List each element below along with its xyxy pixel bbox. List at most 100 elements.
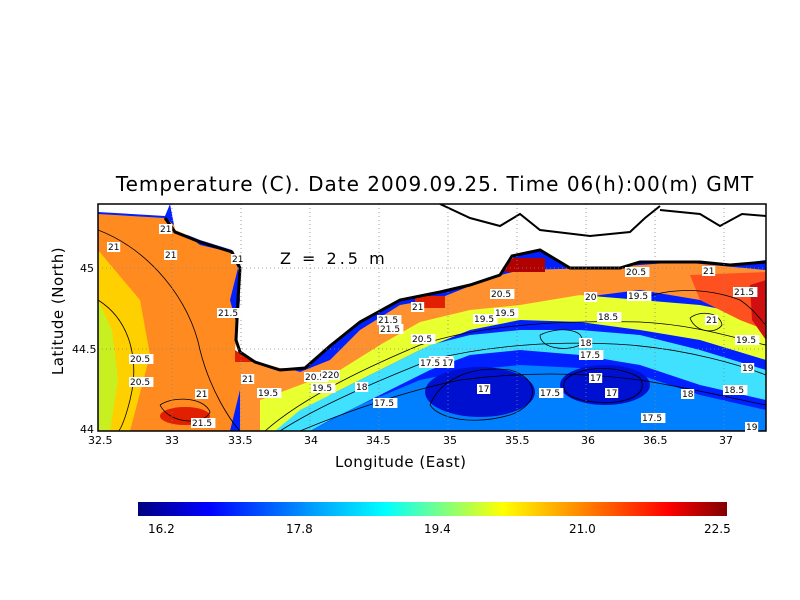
contour-label: 20.5 xyxy=(412,335,432,345)
contour-label-bg xyxy=(241,374,255,384)
coastline-north xyxy=(439,204,661,238)
contour-label-bg xyxy=(164,250,178,260)
y-tick: 44 xyxy=(80,423,94,436)
colorbar xyxy=(138,502,727,516)
contour-label: 19 xyxy=(746,423,758,433)
plot-frame xyxy=(97,203,767,432)
x-tick: 35.5 xyxy=(505,434,530,447)
contour-label-bg xyxy=(231,254,245,264)
northwest-land xyxy=(98,204,170,216)
contour-label-bg xyxy=(159,224,173,234)
x-axis-label: Longitude (East) xyxy=(335,453,467,471)
contour-label: 19.5 xyxy=(258,389,278,399)
contour-label-bg xyxy=(321,370,340,380)
y-axis-label: Latitude (North) xyxy=(49,246,67,376)
x-tick: 37 xyxy=(719,434,733,447)
y-tick: 45 xyxy=(80,262,94,275)
x-tick: 33 xyxy=(165,434,179,447)
contour-label: 17.5 xyxy=(420,359,440,369)
chart-title: Temperature (C). Date 2009.09.25. Time 0… xyxy=(115,172,755,196)
contour-label-bg xyxy=(257,388,282,398)
contour-label: 17 xyxy=(606,389,617,399)
contour-label: 19.5 xyxy=(495,309,515,319)
contour-label: 21 xyxy=(108,243,119,253)
contour-label-bg xyxy=(584,292,598,302)
contour-label-bg xyxy=(217,308,242,318)
contour-label-bg xyxy=(355,382,369,392)
contour-label-bg xyxy=(627,291,652,301)
contour-label-bg xyxy=(195,389,209,399)
green-west-band xyxy=(98,300,118,431)
contour-label-bg xyxy=(191,418,216,428)
contour-label-bg xyxy=(304,372,329,382)
contour-label-bg xyxy=(373,398,398,408)
contour-label: 20.5 xyxy=(130,378,150,388)
contour-label: 17.5 xyxy=(580,351,600,361)
contour-label: 17.5 xyxy=(540,389,560,399)
contour-label: 20 xyxy=(585,293,597,303)
contour-label-bg xyxy=(494,308,519,318)
contour-label-bg xyxy=(490,289,515,299)
x-tick: 34.5 xyxy=(366,434,391,447)
x-tick: 32.5 xyxy=(88,434,113,447)
contour-label-bg xyxy=(745,422,759,432)
contour-label: 17 xyxy=(442,359,453,369)
contour-label: 220 xyxy=(322,371,339,381)
x-tick: 36 xyxy=(581,434,595,447)
contour-label: 21 xyxy=(412,303,423,313)
cyan-band xyxy=(275,330,766,431)
contour-label-bg xyxy=(702,266,716,276)
yellow-band xyxy=(260,295,766,431)
contour-label-bg xyxy=(539,388,564,398)
contour-label: 20.5 xyxy=(130,355,150,365)
contour-label: 17 xyxy=(478,385,489,395)
contour-label-bg xyxy=(477,384,491,394)
contour-label: 21 xyxy=(160,225,171,235)
contour-label-bg xyxy=(723,385,748,395)
depth-label: Z = 2.5 m xyxy=(280,249,388,268)
contour-label: 21.5 xyxy=(380,325,400,335)
contour-label-bg xyxy=(377,315,402,325)
x-tick: 35 xyxy=(443,434,457,447)
colorbar-tick: 16.2 xyxy=(148,522,175,536)
colorbar-tick: 19.4 xyxy=(424,522,451,536)
contour-label: 19.5 xyxy=(628,292,648,302)
contour-label-bg xyxy=(579,350,604,360)
x-tick: 36.5 xyxy=(643,434,668,447)
contour-label-bg xyxy=(107,242,121,252)
grid-lines xyxy=(98,204,766,431)
contour-label: 20.5 xyxy=(491,290,511,300)
contour-label: 19.5 xyxy=(474,315,494,325)
contour-label: 21 xyxy=(706,316,717,326)
colorbar-tick: 21.0 xyxy=(569,522,596,536)
contour-label: 21 xyxy=(703,267,714,277)
contour-label-bg xyxy=(741,363,755,373)
crimea-land xyxy=(170,204,766,368)
contour-label: 18.5 xyxy=(598,313,618,323)
contour-label-bg xyxy=(411,302,425,312)
contour-label-bg xyxy=(579,338,593,348)
contour-label-bg xyxy=(605,388,619,398)
contour-label: 19 xyxy=(742,364,754,374)
y-tick: 44.5 xyxy=(72,343,97,356)
contour-label: 21.5 xyxy=(378,316,398,326)
colorbar-tick: 17.8 xyxy=(286,522,313,536)
x-tick: 33.5 xyxy=(228,434,253,447)
contour-label-bg xyxy=(733,287,758,297)
contour-label-bg xyxy=(705,315,719,325)
contour-label-bg xyxy=(473,314,498,324)
contour-label: 19.5 xyxy=(312,384,332,394)
contour-label: 20.5 xyxy=(626,268,646,278)
cold-core-east xyxy=(560,365,650,405)
colorbar-tick: 22.5 xyxy=(704,522,731,536)
contour-label-bg xyxy=(379,324,404,334)
contour-label-bg xyxy=(597,312,622,322)
contour-label: 20.5 xyxy=(305,373,325,383)
contour-label-bg xyxy=(589,373,603,383)
contour-label-bg xyxy=(411,334,436,344)
contour-label: 17.5 xyxy=(374,399,394,409)
contour-label: 18.5 xyxy=(724,386,744,396)
hot-spot-1 xyxy=(505,258,545,272)
warm-east-region xyxy=(690,272,766,330)
